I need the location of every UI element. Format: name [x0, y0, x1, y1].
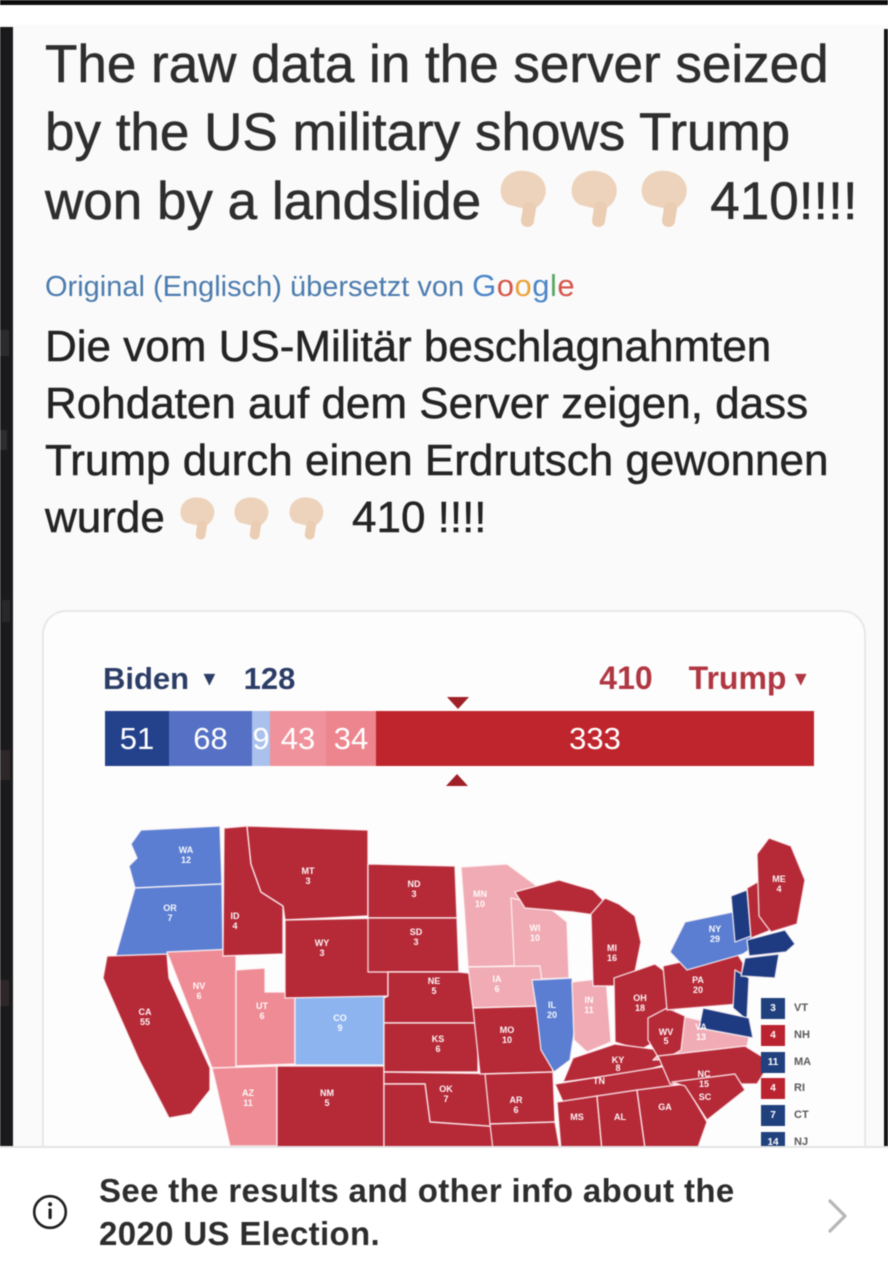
svg-text:MT: MT — [302, 866, 315, 876]
svg-text:6: 6 — [513, 1105, 518, 1115]
svg-text:ID: ID — [231, 911, 241, 921]
svg-text:7: 7 — [443, 1094, 448, 1104]
svg-text:GA: GA — [658, 1102, 672, 1112]
svg-text:3: 3 — [319, 948, 324, 958]
svg-text:8: 8 — [615, 1063, 620, 1073]
svg-text:6: 6 — [196, 991, 201, 1001]
svg-text:AL: AL — [614, 1112, 626, 1122]
svg-text:MS: MS — [570, 1112, 584, 1122]
svg-text:UT: UT — [256, 1001, 268, 1011]
svg-text:IL: IL — [548, 1000, 557, 1010]
svg-text:13: 13 — [696, 1032, 706, 1042]
svg-text:5: 5 — [663, 1036, 668, 1046]
svg-text:OR: OR — [163, 903, 177, 913]
svg-text:11: 11 — [584, 1005, 594, 1015]
svg-text:SC: SC — [699, 1092, 712, 1102]
svg-text:PA: PA — [692, 975, 704, 985]
svg-text:VA: VA — [695, 1022, 707, 1032]
svg-text:11: 11 — [243, 1098, 253, 1108]
svg-text:16: 16 — [607, 953, 617, 963]
svg-text:20: 20 — [547, 1010, 557, 1020]
svg-text:IN: IN — [585, 995, 594, 1005]
svg-text:ND: ND — [408, 879, 421, 889]
svg-text:3: 3 — [411, 889, 416, 899]
svg-text:5: 5 — [324, 1098, 329, 1108]
svg-text:OH: OH — [633, 993, 647, 1003]
svg-text:5: 5 — [431, 986, 436, 996]
svg-text:MO: MO — [500, 1025, 515, 1035]
svg-text:4: 4 — [232, 921, 237, 931]
svg-text:SD: SD — [410, 927, 423, 937]
svg-text:NY: NY — [709, 924, 722, 934]
svg-text:CO: CO — [333, 1013, 347, 1023]
svg-text:MI: MI — [607, 943, 617, 953]
svg-text:55: 55 — [140, 1017, 150, 1027]
svg-text:10: 10 — [530, 933, 540, 943]
svg-text:IA: IA — [493, 974, 503, 984]
svg-text:15: 15 — [699, 1079, 709, 1089]
svg-text:9: 9 — [337, 1023, 342, 1033]
svg-text:6: 6 — [435, 1044, 440, 1054]
svg-text:10: 10 — [475, 899, 485, 909]
svg-text:CA: CA — [139, 1007, 152, 1017]
svg-text:AR: AR — [510, 1095, 523, 1105]
svg-text:WV: WV — [659, 1027, 674, 1037]
svg-text:MN: MN — [473, 889, 487, 899]
svg-text:TN: TN — [593, 1076, 605, 1086]
svg-text:12: 12 — [181, 855, 191, 865]
svg-text:6: 6 — [494, 984, 499, 994]
svg-text:18: 18 — [635, 1003, 645, 1013]
svg-text:NM: NM — [320, 1088, 334, 1098]
svg-text:10: 10 — [502, 1035, 512, 1045]
svg-text:WI: WI — [530, 923, 541, 933]
svg-text:4: 4 — [776, 884, 781, 894]
svg-text:OK: OK — [439, 1084, 453, 1094]
svg-text:3: 3 — [305, 876, 310, 886]
svg-text:AZ: AZ — [242, 1088, 254, 1098]
svg-text:KS: KS — [432, 1034, 445, 1044]
svg-text:20: 20 — [693, 985, 703, 995]
svg-text:WY: WY — [315, 938, 330, 948]
svg-text:ME: ME — [772, 874, 786, 884]
svg-text:3: 3 — [413, 937, 418, 947]
svg-text:KY: KY — [612, 1055, 625, 1065]
svg-text:6: 6 — [259, 1011, 264, 1021]
svg-text:29: 29 — [710, 934, 720, 944]
svg-text:NC: NC — [698, 1069, 711, 1079]
svg-text:WA: WA — [179, 845, 194, 855]
svg-text:NE: NE — [428, 976, 441, 986]
svg-text:7: 7 — [167, 913, 172, 923]
svg-text:NV: NV — [193, 981, 206, 991]
